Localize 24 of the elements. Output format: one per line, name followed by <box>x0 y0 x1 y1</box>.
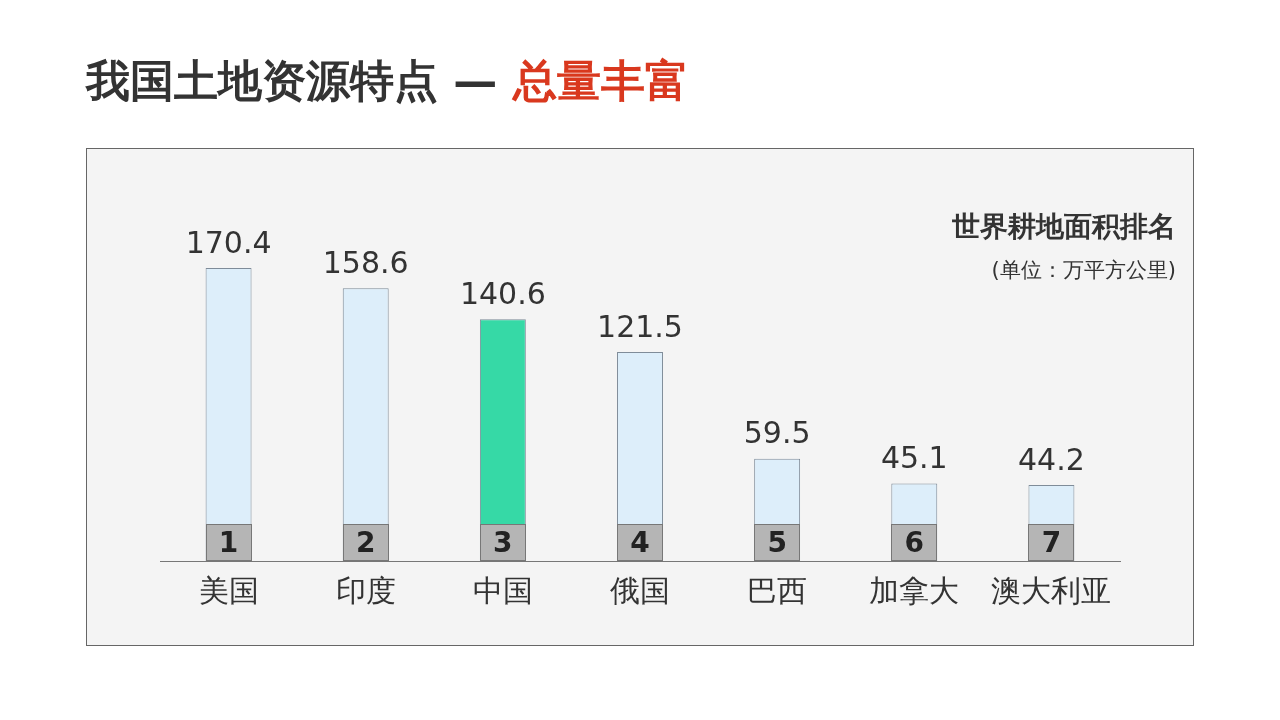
x-tick-label: 巴西 <box>747 572 808 608</box>
data-label: 45.1 <box>880 440 948 476</box>
rank-badge: 2 <box>342 524 389 561</box>
data-label: 158.6 <box>322 245 409 281</box>
data-label: 170.4 <box>185 224 272 260</box>
data-label: 140.6 <box>459 275 546 311</box>
rank-badge: 5 <box>754 524 801 561</box>
data-label: 121.5 <box>597 308 683 344</box>
annotation: (单位：万平方公里) <box>990 257 1176 284</box>
data-label: 59.5 <box>743 415 811 451</box>
x-tick-label: 美国 <box>198 572 259 608</box>
rank-badge: 4 <box>617 524 663 561</box>
x-tick-label: 加拿大 <box>869 572 960 608</box>
chart-title: 我国土地资源特点 — 总量丰富 <box>86 55 689 106</box>
x-tick-label: 印度 <box>335 572 396 608</box>
rank-badge: 3 <box>479 524 526 561</box>
data-label: 44.2 <box>1018 441 1085 477</box>
text: 世界耕地面积排名 <box>952 209 1176 245</box>
x-tick-label: 澳大利亚 <box>991 572 1112 608</box>
rank-badge: 6 <box>891 524 938 561</box>
x-tick-label: 俄国 <box>610 572 670 608</box>
x-tick-label: 中国 <box>472 572 533 608</box>
rank-badge: 1 <box>205 524 252 561</box>
rank-badge: 7 <box>1028 524 1075 561</box>
